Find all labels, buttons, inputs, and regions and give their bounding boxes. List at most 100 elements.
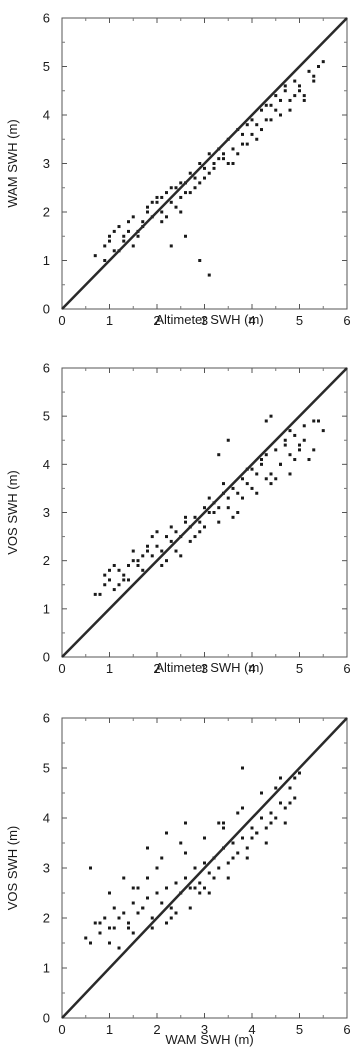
x-tick-label: 1 — [106, 1022, 113, 1037]
data-point — [302, 438, 306, 442]
data-point — [150, 554, 154, 558]
data-point — [169, 186, 173, 190]
y-tick-label: 4 — [43, 108, 50, 123]
y-tick-label: 5 — [43, 409, 50, 424]
y-axis-label: WAM SWH (m) — [5, 119, 20, 207]
data-point — [255, 831, 259, 835]
y-axis-label: VOS SWH (m) — [5, 470, 20, 555]
data-point — [131, 931, 135, 935]
data-point — [122, 573, 126, 577]
data-point — [274, 108, 278, 112]
data-point — [241, 806, 244, 810]
data-point — [112, 906, 116, 910]
data-point — [250, 826, 254, 830]
data-point — [112, 229, 116, 233]
data-point — [122, 234, 126, 238]
data-point — [136, 886, 140, 890]
data-point — [150, 200, 154, 204]
data-point — [150, 535, 154, 539]
data-point — [136, 911, 140, 915]
data-point — [217, 453, 221, 457]
data-point — [146, 210, 149, 214]
one-to-one-line — [61, 717, 348, 1019]
data-point — [250, 118, 254, 122]
data-point — [184, 821, 187, 825]
data-point — [146, 846, 149, 850]
data-point — [150, 916, 154, 920]
data-point — [207, 871, 211, 875]
data-point — [317, 419, 320, 423]
data-point — [269, 811, 273, 815]
data-point — [198, 881, 202, 885]
data-point — [108, 891, 111, 895]
data-point — [255, 123, 259, 127]
data-point — [160, 856, 164, 860]
data-point — [279, 776, 282, 780]
data-point — [117, 946, 121, 950]
chart-panel-3: 0 1 2 3 4 5 6 0 1 2 3 4 5 6 WAM SWH (m) VOS SWH (m) — [5, 711, 351, 1048]
data-point — [245, 482, 249, 486]
data-point — [103, 244, 107, 248]
data-point — [312, 79, 316, 83]
data-point — [98, 921, 102, 925]
data-point — [198, 259, 202, 262]
data-point — [169, 539, 173, 543]
data-point — [127, 229, 130, 233]
x-tick-label: 4 — [248, 313, 255, 328]
data-point — [321, 60, 325, 64]
data-point — [250, 132, 254, 136]
data-point — [184, 234, 187, 238]
data-point — [165, 831, 168, 835]
data-point — [188, 539, 192, 543]
x-tick-label: 5 — [296, 313, 303, 328]
data-point — [302, 98, 306, 102]
data-point — [307, 69, 311, 73]
data-point — [212, 511, 216, 514]
data-point — [226, 438, 230, 442]
data-point — [184, 191, 187, 195]
data-point — [184, 851, 187, 855]
data-point — [226, 506, 230, 510]
chart-panel-1: 0 1 2 3 4 5 6 0 1 2 3 4 5 6 Altimeter SWH (m) WAM SWH (… — [5, 11, 351, 329]
data-point — [103, 583, 107, 587]
data-point — [283, 84, 287, 88]
data-point — [179, 841, 183, 845]
data-point — [122, 239, 126, 243]
x-tick-label: 5 — [296, 661, 303, 676]
data-point — [307, 458, 311, 462]
data-point — [203, 506, 206, 510]
data-point — [302, 424, 306, 428]
data-point — [108, 578, 111, 582]
data-point — [112, 926, 116, 930]
data-point — [231, 162, 235, 165]
data-point — [198, 520, 202, 524]
data-point — [169, 200, 173, 204]
data-point — [231, 856, 235, 860]
data-point — [260, 108, 263, 112]
x-tick-label: 4 — [248, 1022, 255, 1037]
data-point — [293, 458, 297, 462]
data-point — [169, 916, 173, 920]
data-point — [217, 506, 221, 510]
data-point — [108, 941, 111, 945]
data-point — [288, 786, 292, 790]
data-point — [283, 89, 287, 93]
data-point — [260, 791, 263, 795]
data-point — [264, 103, 268, 107]
data-point — [165, 535, 168, 539]
data-point — [127, 220, 130, 224]
data-point — [207, 511, 211, 514]
data-point — [241, 132, 244, 136]
data-point — [293, 433, 297, 437]
data-point — [226, 861, 230, 865]
x-axis-label: Altimeter SWH (m) — [155, 660, 263, 675]
data-point — [312, 448, 316, 452]
x-tick-label: 2 — [153, 313, 160, 328]
y-tick-label: 3 — [43, 156, 50, 171]
data-point — [103, 916, 107, 920]
data-point — [288, 98, 292, 102]
y-tick-label: 5 — [43, 59, 50, 74]
data-point — [283, 821, 287, 825]
data-point — [279, 98, 282, 102]
